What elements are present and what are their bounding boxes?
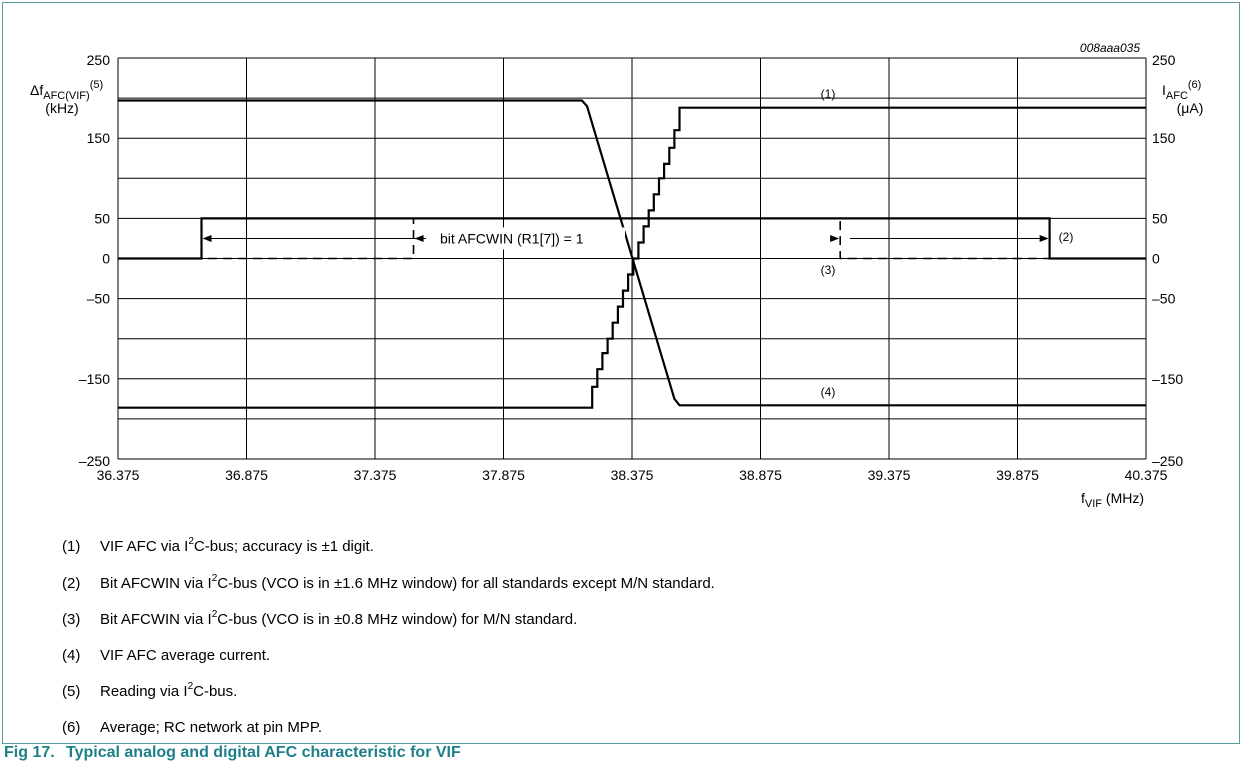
series-layer: (1) (2) (3) (4) bit AFCWIN (R1[7]) = 1 [118,87,1146,409]
note-text: VIF AFC average current. [100,647,271,664]
note-item: (6) Average; RC network at pin MPP. [62,719,322,737]
figure-caption-text: Typical analog and digital AFC character… [66,744,461,761]
y-right-tick-label: 0 [1152,251,1160,267]
y-left-tick-label: 50 [94,210,110,226]
annotation-arrowhead [414,234,424,242]
x-tick-label: 38.875 [739,467,782,483]
note-item: (5) Reading via I2C-bus. [62,681,238,701]
y-left-tick-label: –50 [87,291,111,307]
y-left-tick-label: 250 [87,52,111,68]
note-item: (4) VIF AFC average current. [62,647,270,665]
note-superscript: 2 [211,609,218,620]
y-right-tick-label: –150 [1152,371,1183,387]
x-tick-label: 39.375 [868,467,911,483]
note-number: (4) [62,647,81,664]
note-text: C-bus. [193,683,238,700]
annotation-arrowhead [202,234,212,242]
x-tick-label: 37.875 [482,467,525,483]
note-number: (6) [62,719,81,736]
note-number: (1) [62,538,81,555]
note-item: (1) VIF AFC via I2C-bus; accuracy is ±1 d… [62,536,374,556]
figure-id-label: 008aaa035 [1080,41,1140,55]
annotation-text-background [437,227,625,250]
y-left-tick-label: –250 [79,453,110,469]
note-superscript: 2 [188,536,194,547]
y-right-tick-label: –250 [1152,453,1183,469]
series-label-3: (3) [821,263,836,277]
y-right-axis-label: IAFC(6) [1162,79,1201,102]
tick-labels: 36.375 36.875 37.375 37.875 38.375 38.875 39.3… [79,52,1184,483]
note-superscript: 2 [187,681,194,692]
annotation-arrowhead [830,234,840,242]
note-text: Bit AFCWIN via I [100,611,212,628]
figure-frame [2,2,1240,744]
annotation-text: bit AFCWIN (R1[7]) = 1 [440,230,584,246]
series-label-4: (4) [821,385,836,399]
note-text: VIF AFC via I [100,538,189,555]
y-left-axis-label: ΔfAFC(VIF)(5) [30,79,103,102]
series-label-1: (1) [821,87,836,101]
x-axis-label: fVIF (MHz) [1081,490,1144,510]
note-text: Average; RC network at pin MPP. [100,719,323,736]
note-number: (3) [62,611,81,628]
y-right-tick-label: 50 [1152,210,1168,226]
series-label-2: (2) [1059,230,1074,244]
series-line-4 [118,99,1146,407]
note-number: (2) [62,575,81,592]
note-text: C-bus (VCO is in ±0.8 MHz window) for M/… [217,611,578,628]
annotation-arrowhead [1039,234,1049,242]
series-line-1 [118,106,1146,409]
note-text: C-bus (VCO is in ±1.6 MHz window) for al… [217,575,715,592]
y-right-tick-label: 250 [1152,52,1176,68]
x-tick-label: 39.875 [996,467,1039,483]
x-tick-label: 40.375 [1125,467,1168,483]
note-item: (2) Bit AFCWIN via I2C-bus (VCO is in ±1.… [62,573,715,593]
x-tick-label: 36.375 [97,467,140,483]
note-text: C-bus; accuracy is ±1 digit. [193,538,374,555]
figure-caption-label: Fig 17. [4,744,55,761]
y-left-tick-label: –150 [79,371,110,387]
note-item: (3) Bit AFCWIN via I2C-bus (VCO is in ±0.… [62,609,578,629]
x-tick-label: 36.875 [225,467,268,483]
x-tick-label: 37.375 [354,467,397,483]
y-right-tick-label: 150 [1152,130,1176,146]
x-tick-label: 38.375 [611,467,654,483]
y-left-tick-label: 150 [87,130,111,146]
note-superscript: 2 [211,573,218,584]
y-left-tick-label: 0 [102,251,110,267]
y-right-axis-unit: (μA) [1177,100,1204,116]
y-left-axis-unit: (kHz) [45,100,78,116]
y-right-tick-label: –50 [1152,291,1176,307]
note-text: Bit AFCWIN via I [100,575,212,592]
note-text: Reading via I [100,683,188,700]
afc-characteristic-chart: (1) (2) (3) (4) bit AFCWIN (R1[7]) = 1 36.37… [30,41,1203,510]
axis-labels: 008aaa035 ΔfAFC(VIF)(5)(kHz) IAFC(6)(μA) fV… [30,41,1203,510]
figure-caption: Fig 17. Typical analog and digital AFC ch… [4,744,461,762]
note-number: (5) [62,683,81,700]
series-line-3 [118,217,1146,260]
